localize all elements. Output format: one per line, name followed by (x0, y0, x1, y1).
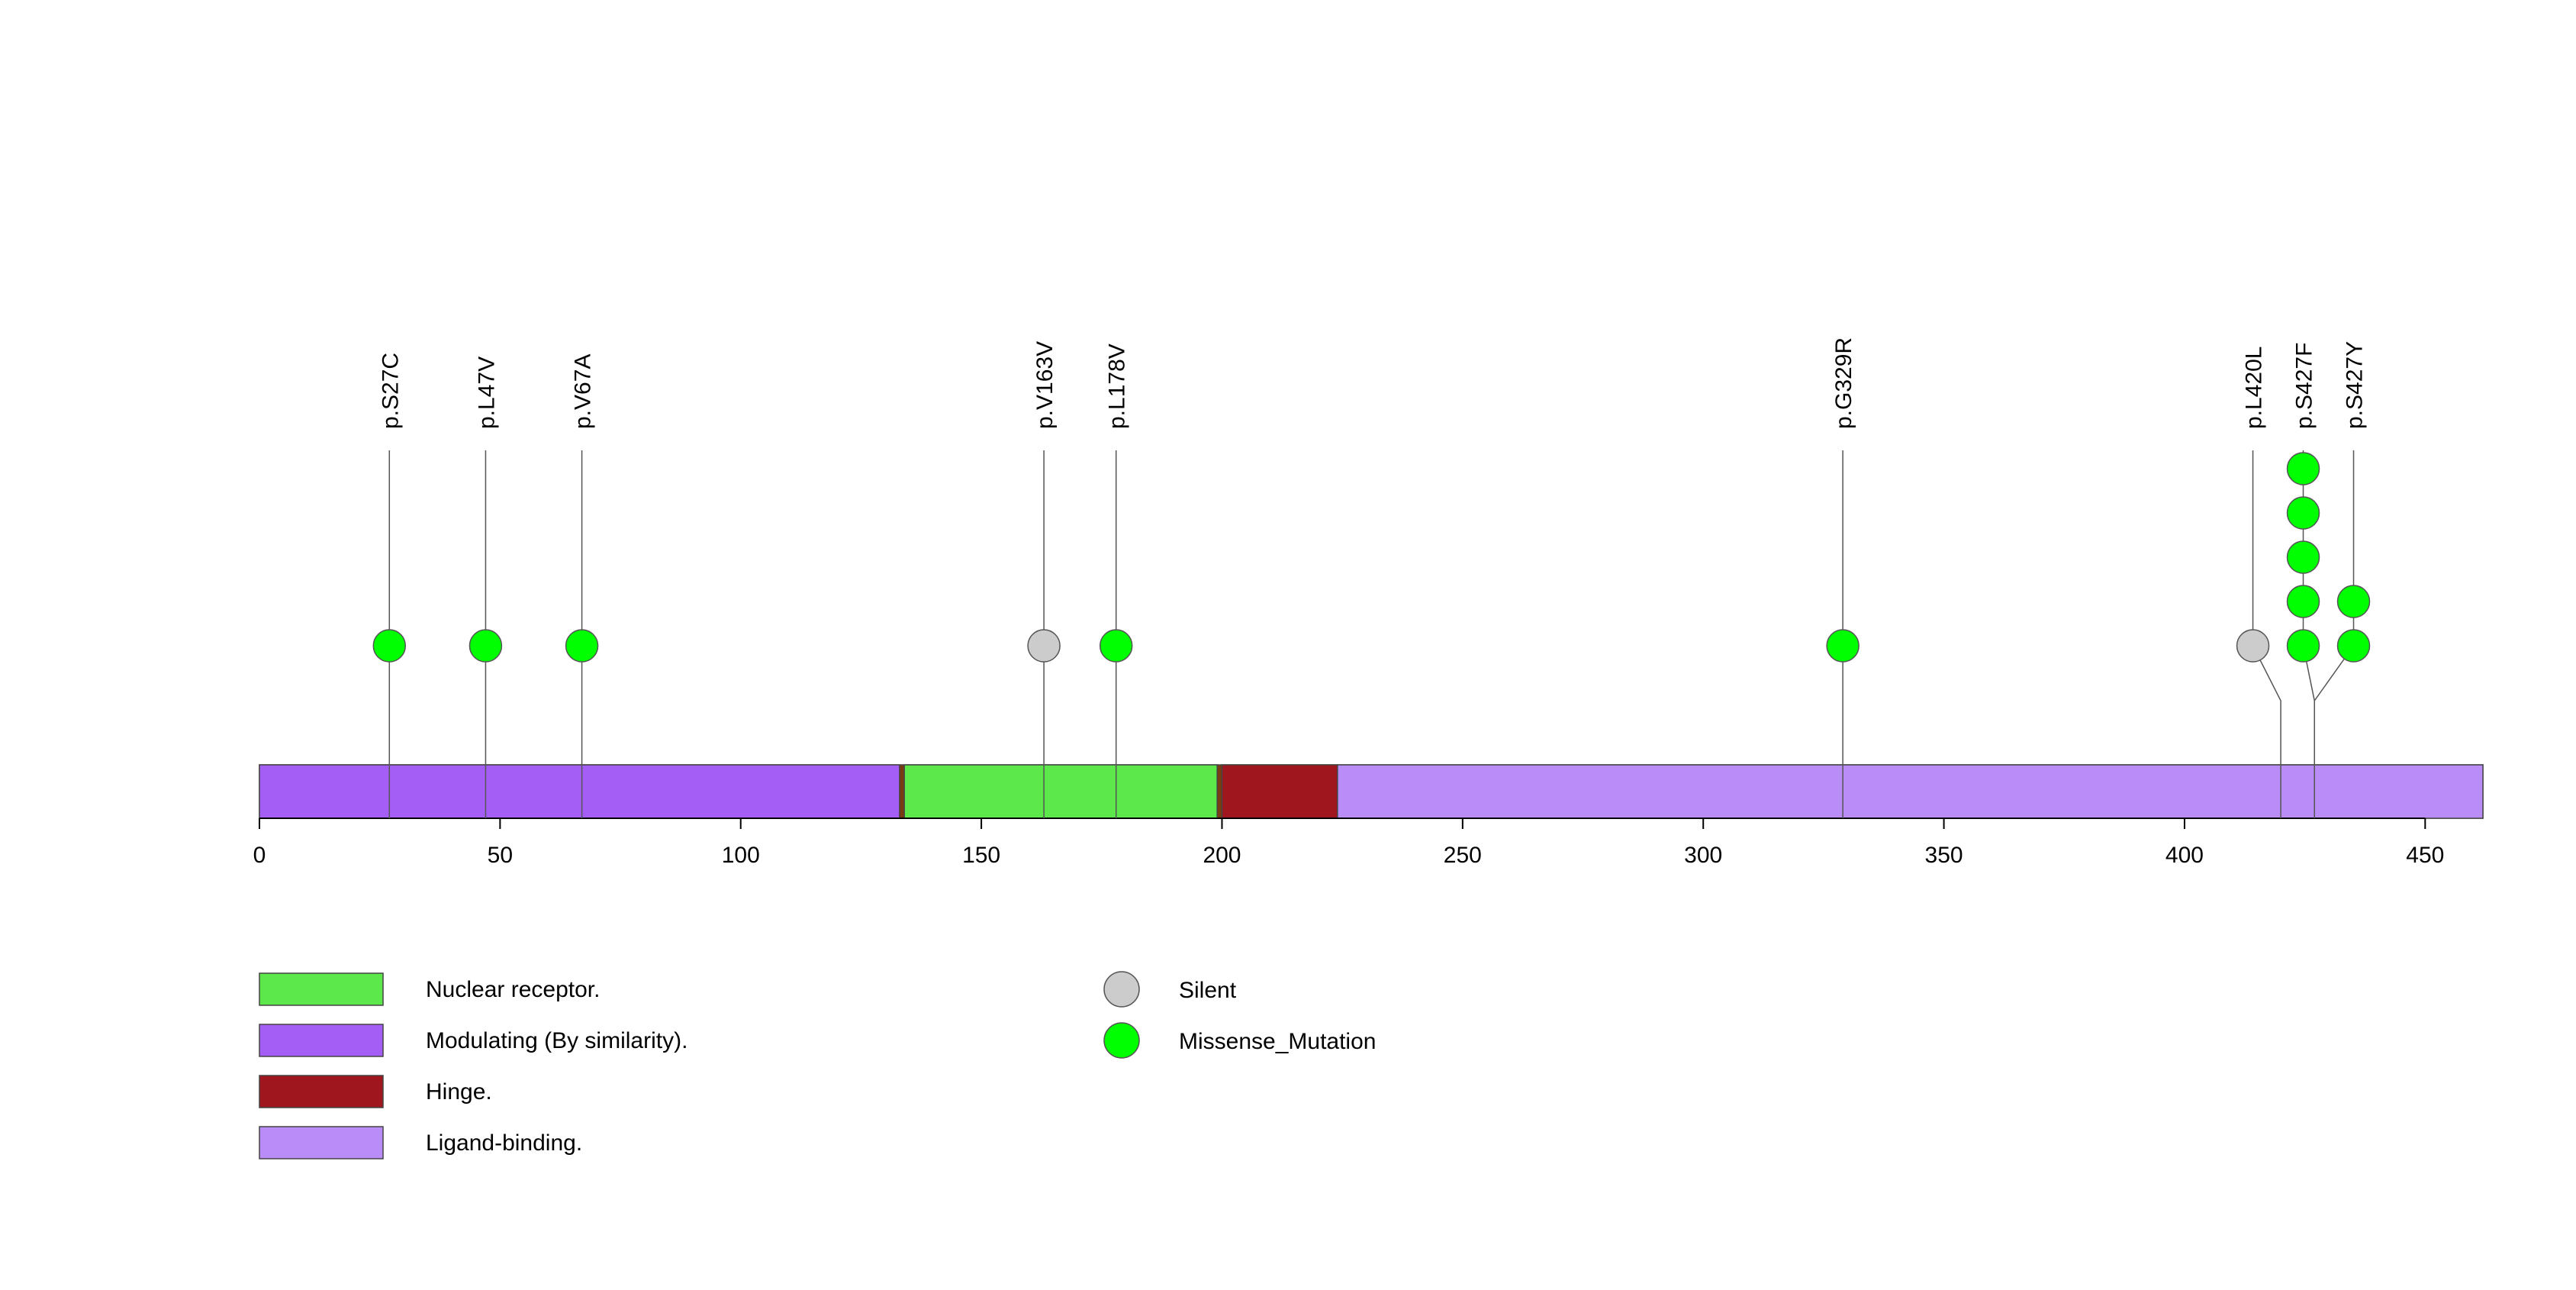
mutation-ps27c: p.S27C (372, 353, 407, 818)
legend-label: Nuclear receptor. (426, 977, 600, 1002)
mutation-dot (2286, 452, 2320, 485)
domain-2 (1221, 764, 1338, 819)
mutation-dot (2286, 629, 2320, 663)
mutation-label: p.S427Y (2343, 341, 2368, 429)
x-tick-label: 0 (253, 843, 266, 868)
mutation-stem (2314, 645, 2355, 818)
mutation-label: p.L178V (1105, 343, 1130, 429)
x-tick-label: 150 (962, 843, 1000, 868)
x-tick-label: 400 (2165, 843, 2204, 868)
legend-domain-item: Hinge. (259, 1075, 492, 1108)
legend-label: Silent (1179, 978, 1237, 1003)
legend-label: Ligand-binding. (426, 1130, 582, 1156)
legend-swatch (259, 972, 384, 1006)
legend-mutation-item: Missense_Mutation (1103, 1022, 1376, 1059)
x-tick-label: 350 (1925, 843, 1963, 868)
mutation-label: p.L420L (2242, 347, 2267, 429)
legend: Nuclear receptor. Modulating (By similari… (259, 971, 1376, 1159)
mutation-ps427f: p.S427F (2286, 343, 2320, 818)
mutation-pv67a: p.V67A (565, 354, 599, 818)
x-tick-label: 100 (722, 843, 760, 868)
legend-domain-item: Modulating (By similarity). (259, 1024, 687, 1057)
mutation-label: p.S27C (378, 353, 403, 429)
domain-layer (259, 764, 2484, 819)
mutation-dot (2236, 629, 2270, 663)
mutation-dot (565, 629, 599, 663)
legend-dot (1103, 971, 1140, 1008)
x-tick-label: 250 (1444, 843, 1482, 868)
x-tick-label: 300 (1684, 843, 1722, 868)
mutation-dot (2286, 585, 2320, 618)
mutation-dot (1826, 629, 1860, 663)
legend-swatch (259, 1075, 384, 1108)
mutation-pv163v: p.V163V (1027, 341, 1061, 818)
mutation-pl47v: p.L47V (469, 356, 503, 818)
legend-swatch (259, 1024, 384, 1057)
mutation-pl420l: p.L420L (2236, 347, 2281, 818)
mutation-dot (2336, 585, 2371, 618)
mutation-pg329r: p.G329R (1826, 337, 1860, 818)
mutation-dot (1027, 629, 1061, 663)
legend-domain-item: Ligand-binding. (259, 1126, 582, 1159)
legend-mutation-item: Silent (1103, 971, 1237, 1008)
mutation-stem (2252, 645, 2281, 818)
mutation-dot (372, 629, 407, 663)
x-tick-label: 200 (1203, 843, 1241, 868)
mutation-label: p.V163V (1032, 341, 1058, 429)
legend-swatch (259, 1126, 384, 1159)
legend-label: Hinge. (426, 1079, 492, 1105)
mutation-dot (2286, 496, 2320, 530)
mutation-dot (1099, 629, 1133, 663)
domain-0 (259, 764, 900, 819)
mutation-label: p.L47V (474, 356, 499, 429)
mutation-dot (2336, 629, 2371, 663)
x-tick-label: 450 (2406, 843, 2444, 868)
mutation-ps427y: p.S427Y (2314, 341, 2371, 818)
x-axis: 0 50 100 150 200 250 300 350 400 450 (253, 818, 2444, 868)
mutation-pl178v: p.L178V (1099, 343, 1133, 818)
mutation-label: p.G329R (1831, 337, 1856, 429)
legend-label: Modulating (By similarity). (426, 1028, 687, 1053)
mutation-dot (2286, 540, 2320, 574)
legend-domain-item: Nuclear receptor. (259, 972, 600, 1006)
legend-dot (1103, 1022, 1140, 1059)
mutation-label: p.V67A (571, 354, 596, 429)
legend-label: Missense_Mutation (1179, 1029, 1376, 1054)
mutation-label: p.S427F (2292, 343, 2317, 429)
domain-1 (903, 764, 1218, 819)
mutation-layer: p.S27C p.L47V p.V67A p.V163V p.L178V p.G329R p… (372, 337, 2371, 818)
mutation-dot (469, 629, 503, 663)
domain-3 (1337, 764, 2484, 819)
x-tick-label: 50 (488, 843, 513, 868)
